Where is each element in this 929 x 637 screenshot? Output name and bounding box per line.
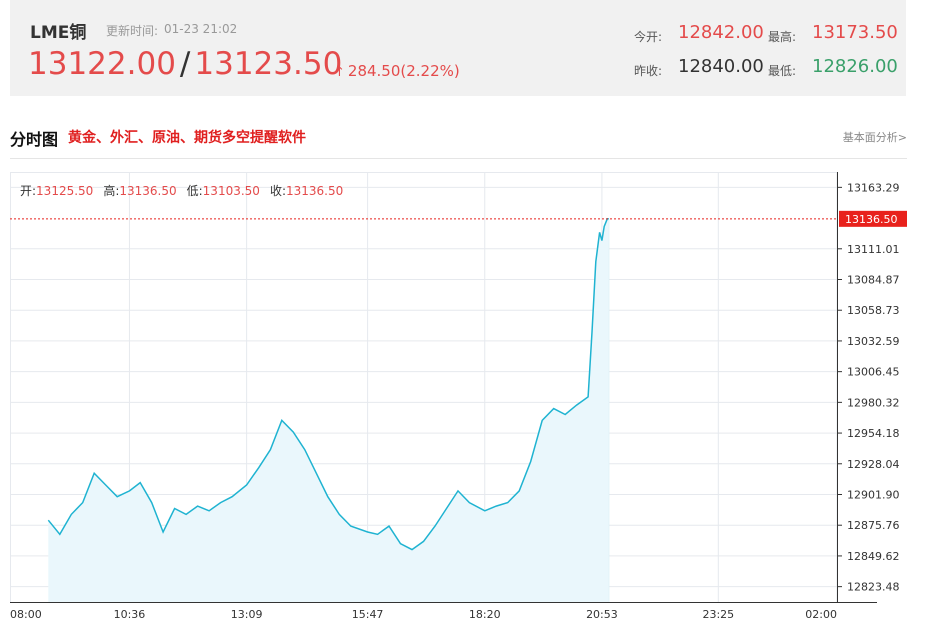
chart-svg[interactable]: 13163.29 13111.01 13084.87 13058.73 13032.59… bbox=[9, 172, 907, 632]
ohlc-high-label: 高: bbox=[103, 184, 120, 198]
up-arrow-icon: ↑ bbox=[334, 65, 345, 80]
ohlc-readout: 开:13125.50 高:13136.50 低:13103.50 收:13136.50 bbox=[20, 182, 353, 199]
ohlc-low-label: 低: bbox=[186, 184, 203, 198]
y-tick-label: 12849.62 bbox=[847, 550, 900, 563]
y-tick-label: 12954.18 bbox=[847, 427, 900, 440]
y-tick-label: 12823.48 bbox=[847, 581, 900, 594]
last-price-tag bbox=[839, 210, 907, 227]
y-axis-labels: 13163.29 13111.01 13084.87 13058.73 13032.59… bbox=[847, 181, 900, 593]
y-tick-label: 13111.01 bbox=[847, 243, 900, 256]
ohlc-high: 13136.50 bbox=[119, 184, 177, 198]
y-tick-label: 13058.73 bbox=[847, 304, 900, 317]
change-value: 284.50(2.22%) bbox=[347, 62, 460, 80]
axis-layer bbox=[10, 172, 877, 603]
fundamental-analysis-link[interactable]: 基本面分析> bbox=[842, 131, 907, 144]
quote-panel: LME铜 更新时间: 01-23 21:02 13122.00/13123.50… bbox=[10, 0, 906, 96]
y-tick-label: 13032.59 bbox=[847, 335, 900, 348]
chart-title: 分时图 bbox=[10, 130, 59, 149]
y-tick-label: 12928.04 bbox=[847, 458, 900, 471]
x-tick-label: 20:53 bbox=[586, 608, 618, 621]
x-tick-label: 10:36 bbox=[114, 608, 146, 621]
x-tick-label: 15:47 bbox=[352, 608, 384, 621]
x-tick-label: 08:00 bbox=[10, 608, 42, 621]
chart-title-bar: 分时图 黄金、外汇、原油、期货多空提醒软件 基本面分析> bbox=[10, 118, 907, 159]
y-tick-label: 13084.87 bbox=[847, 274, 900, 287]
stats-row-1: 今开: 12842.00 最高: 13173.50 bbox=[616, 20, 906, 46]
y-tick-label: 12901.90 bbox=[847, 488, 900, 501]
ohlc-open: 13125.50 bbox=[36, 184, 94, 198]
x-tick-label: 02:00 bbox=[805, 608, 837, 621]
high-value: 13173.50 bbox=[812, 22, 898, 43]
price-line bbox=[47, 218, 609, 551]
y-tick-label: 13163.29 bbox=[847, 181, 900, 194]
last-price-marker: 13136.50 bbox=[10, 210, 907, 227]
x-tick-label: 23:25 bbox=[702, 608, 734, 621]
x-axis-labels: 08:00 10:36 13:09 15:47 18:20 20:53 23:25 02:00 bbox=[10, 608, 837, 621]
y-tick-label: 12980.32 bbox=[847, 396, 900, 409]
ask-price: 13123.50 bbox=[194, 46, 343, 82]
x-tick-label: 18:20 bbox=[469, 608, 501, 621]
y-tick-label: 13006.45 bbox=[847, 366, 900, 379]
x-tick-label: 13:09 bbox=[231, 608, 263, 621]
y-tick-label: 12875.76 bbox=[847, 519, 900, 532]
high-label: 最高: bbox=[768, 30, 797, 44]
ohlc-close-label: 收: bbox=[269, 184, 286, 198]
price-change: ↑ 284.50(2.22%) bbox=[334, 62, 460, 80]
open-value: 12842.00 bbox=[678, 22, 764, 43]
low-value: 12826.00 bbox=[812, 56, 898, 77]
price-separator: / bbox=[179, 46, 191, 82]
update-time: 01-23 21:02 bbox=[164, 22, 238, 36]
promo-link[interactable]: 黄金、外汇、原油、期货多空提醒软件 bbox=[68, 130, 306, 146]
bid-price: 13122.00 bbox=[28, 46, 176, 82]
ohlc-open-label: 开: bbox=[20, 184, 37, 198]
price-area-fill bbox=[48, 218, 609, 603]
stats-row-2: 昨收: 12840.00 最低: 12826.00 bbox=[616, 54, 906, 80]
ohlc-close: 13136.50 bbox=[285, 184, 344, 198]
low-label: 最低: bbox=[768, 64, 797, 78]
ohlc-low: 13103.50 bbox=[202, 184, 260, 198]
instrument-name: LME铜 bbox=[30, 23, 87, 43]
bid-ask-price: 13122.00/13123.50 bbox=[28, 46, 342, 82]
intraday-chart[interactable]: 13163.29 13111.01 13084.87 13058.73 13032.59… bbox=[9, 172, 907, 632]
last-price-label: 13136.50 bbox=[845, 213, 898, 226]
grid-layer bbox=[9, 172, 842, 603]
open-label: 今开: bbox=[634, 30, 663, 44]
update-time-label: 更新时间: bbox=[106, 24, 159, 38]
prev-close-label: 昨收: bbox=[634, 64, 663, 78]
prev-close-value: 12840.00 bbox=[678, 56, 764, 77]
